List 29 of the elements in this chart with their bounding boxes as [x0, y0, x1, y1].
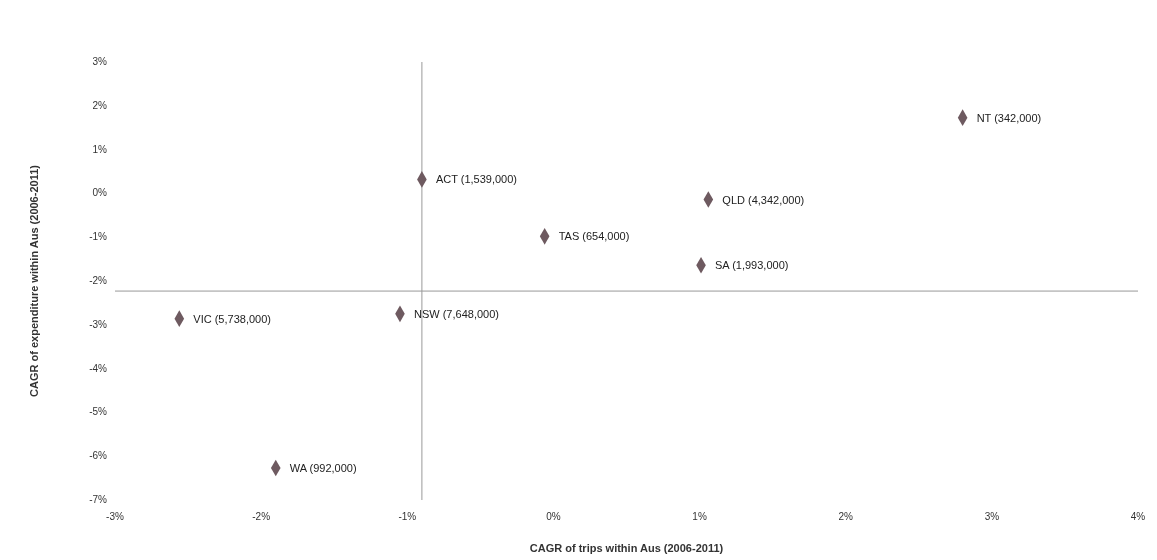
x-tick-label: -3% — [106, 511, 124, 522]
y-tick-label: -5% — [89, 406, 108, 418]
x-axis-title: CAGR of trips within Aus (2006-2011) — [529, 542, 724, 554]
annotation: QLD (4,342,000) — [722, 193, 805, 206]
y-tick-label: -1% — [89, 231, 108, 243]
y-tick-label: -4% — [89, 362, 108, 374]
y-tick-label: -6% — [89, 450, 108, 462]
y-tick-label: 3% — [92, 56, 108, 67]
y-tick-label: -3% — [89, 318, 108, 330]
annotation: NT (342,000) — [976, 111, 1042, 124]
x-tick-label: -1% — [398, 511, 417, 522]
x-tick-label: 1% — [692, 511, 707, 522]
annotation: ACT (1,539,000) — [435, 173, 518, 186]
x-tick-label: 2% — [838, 511, 854, 522]
y-tick-label: -2% — [89, 275, 108, 286]
x-tick-label: 0% — [546, 511, 561, 522]
annotation: VIC (5,738,000) — [193, 312, 271, 325]
y-tick-label: 0% — [92, 187, 108, 199]
annotation: WA (992,000) — [289, 462, 357, 475]
annotation: NSW (7,648,000) — [413, 307, 499, 320]
y-tick-label: -7% — [89, 494, 108, 505]
annotation: TAS (654,000) — [558, 230, 630, 243]
annotation: SA (1,993,000) — [715, 259, 789, 272]
y-axis-title: CAGR of expenditure within Aus (2006-2011) — [28, 164, 40, 397]
x-tick-label: 3% — [984, 511, 1000, 522]
x-tick-label: -2% — [252, 511, 271, 522]
x-tick-label: 4% — [1130, 511, 1146, 522]
y-tick-label: 1% — [92, 143, 108, 155]
y-tick-label: 2% — [92, 99, 108, 111]
